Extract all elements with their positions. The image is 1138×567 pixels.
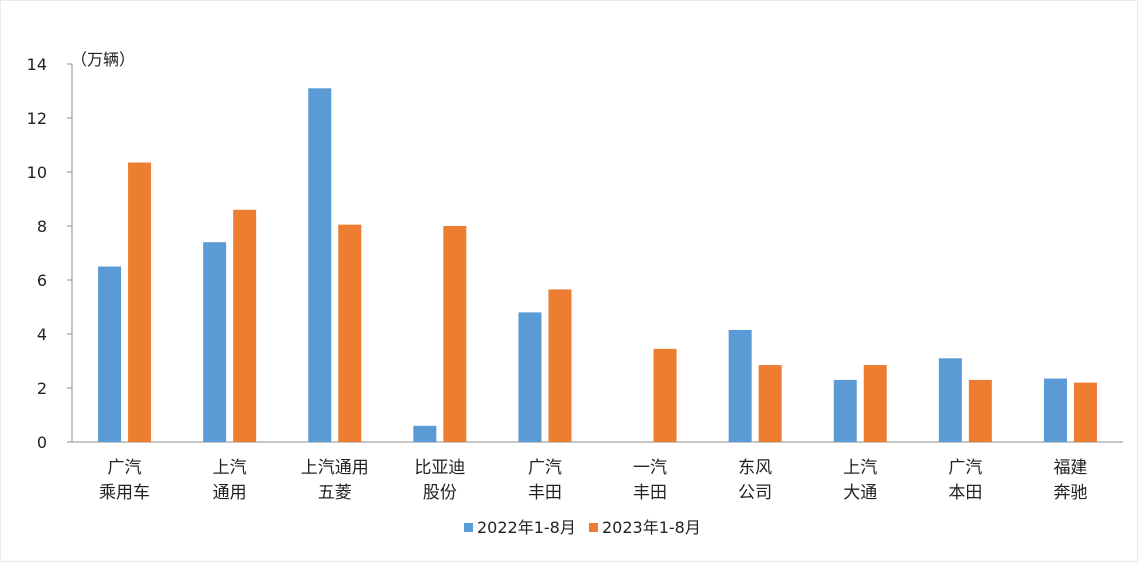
unit-label: （万辆） [71, 50, 135, 69]
bar-2023-8 [968, 379, 992, 442]
bar-2023-3 [443, 226, 467, 442]
bar-2022-4 [518, 312, 542, 442]
category-label: 一汽 [633, 458, 667, 478]
category-label: 股份 [423, 483, 457, 503]
bar-2023-0 [128, 162, 152, 443]
bar-2022-8 [938, 358, 962, 442]
category-label: 公司 [738, 483, 772, 503]
y-tick-label: 10 [27, 163, 47, 182]
category-label: 乘用车 [99, 483, 150, 503]
category-label: 大通 [843, 483, 877, 503]
bar-2023-7 [863, 365, 887, 442]
category-label: 比亚迪 [414, 458, 465, 478]
bar-2023-5 [653, 348, 677, 442]
legend-label-2023: 2023年1-8月 [602, 518, 701, 537]
legend-swatch-2023 [589, 523, 598, 532]
legend-label-2022: 2022年1-8月 [477, 518, 576, 537]
bar-2022-1 [203, 242, 227, 442]
y-tick-label: 12 [27, 109, 47, 128]
bar-2023-2 [338, 224, 362, 442]
bar-2022-7 [833, 379, 857, 442]
y-tick-label: 4 [37, 325, 47, 344]
bar-2022-6 [728, 329, 752, 442]
category-label: 丰田 [528, 483, 562, 503]
category-label: 上汽通用 [301, 458, 369, 478]
y-tick-label: 8 [37, 217, 47, 236]
bar-2022-0 [98, 266, 122, 442]
bar-2023-9 [1073, 382, 1097, 442]
category-label: 广汽 [948, 458, 982, 478]
category-label: 广汽 [108, 458, 142, 478]
category-label: 福建 [1053, 458, 1087, 478]
category-label: 通用 [213, 483, 247, 503]
category-label: 本田 [948, 483, 982, 503]
y-tick-label: 14 [27, 55, 47, 74]
bar-2022-9 [1043, 378, 1067, 442]
category-label: 五菱 [318, 483, 352, 503]
bar-2023-6 [758, 365, 782, 442]
bar-2022-3 [413, 425, 437, 442]
labels: 广汽乘用车上汽通用上汽通用五菱比亚迪股份广汽丰田一汽丰田东风公司上汽大通广汽本田… [99, 458, 1087, 503]
category-label: 上汽 [213, 458, 247, 478]
category-label: 东风 [738, 458, 772, 478]
bar-2023-4 [548, 289, 572, 442]
category-label: 奔驰 [1053, 483, 1087, 503]
bar-2022-2 [308, 88, 332, 443]
category-label: 广汽 [528, 458, 562, 478]
y-tick-label: 0 [37, 433, 47, 452]
y-tick-label: 2 [37, 379, 47, 398]
y-tick-label: 6 [37, 271, 47, 290]
legend: 2022年1-8月 2023年1-8月 [464, 518, 701, 537]
legend-swatch-2022 [464, 523, 473, 532]
category-label: 上汽 [843, 458, 877, 478]
category-label: 丰田 [633, 483, 667, 503]
bar-2023-1 [233, 209, 257, 442]
bars [98, 88, 1097, 443]
